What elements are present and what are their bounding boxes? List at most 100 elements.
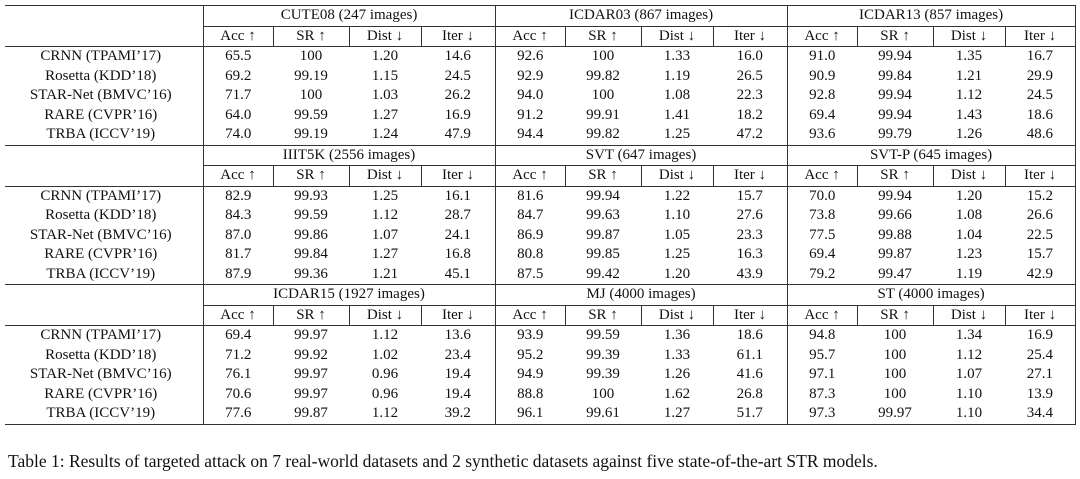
table-cell: 99.94	[878, 48, 912, 65]
table-cell: 1.21	[955, 67, 983, 84]
model-name: STAR-Net (BMVC’16)	[29, 366, 172, 383]
table-cell: 1.12	[955, 346, 983, 363]
metric-header: SR ↑	[564, 26, 642, 47]
model-name: CRNN (TPAMI’17)	[40, 327, 162, 344]
table-cell: 45.1	[421, 264, 496, 285]
table-cell: 1.19	[663, 67, 691, 84]
metric-header: Iter ↓	[420, 305, 496, 326]
metric-header: Acc ↑	[786, 26, 858, 47]
table-cell: 1.10	[933, 404, 1006, 425]
model-name: CRNN (TPAMI’17)	[40, 48, 162, 65]
table-cell: 99.79	[857, 125, 934, 146]
metric-header: Acc ↑	[202, 165, 273, 187]
table-row: Rosetta (KDD’18) 69.2 99.19 1.15 24.5 92.9 99.…	[5, 66, 1076, 86]
table-cell: 69.4	[786, 245, 858, 265]
model-name: RARE (CVPR’16)	[44, 106, 158, 123]
metric-header: SR ↑	[856, 165, 934, 187]
dataset-header: MJ (4000 images)	[494, 284, 788, 306]
table-cell: 99.39	[586, 346, 620, 363]
table-cell: 76.1	[202, 365, 273, 385]
table-cell: 1.07	[371, 226, 399, 243]
table-cell: 100	[591, 385, 615, 402]
table-cell: 71.2	[202, 345, 273, 365]
table-cell: 94.9	[494, 365, 566, 385]
table-cell: 1.12	[349, 404, 421, 425]
table-cell: 1.43	[955, 106, 983, 123]
table-cell: 100	[883, 327, 907, 344]
table-cell: 16.3	[736, 246, 763, 263]
table-cell: 19.4	[444, 385, 471, 402]
table-cell: 43.9	[713, 264, 788, 285]
metric-header: Iter ↓	[712, 305, 788, 326]
table-cell: 99.87	[586, 226, 620, 243]
metric-header: SR ↑	[564, 165, 642, 187]
metric-header: Dist ↓	[932, 305, 1006, 326]
table-cell: 99.94	[878, 106, 912, 123]
table-cell: 24.1	[444, 226, 471, 243]
table-row: CRNN (TPAMI’17) 65.5 100 1.20 14.6 92.6 100 1.3…	[5, 46, 1076, 67]
table-cell: 65.5	[202, 46, 273, 67]
table-cell: 1.12	[371, 327, 399, 344]
metric-header: SR ↑	[272, 165, 349, 187]
table-cell: 92.6	[494, 46, 566, 67]
metric-header: SR ↑	[564, 305, 642, 326]
table-cell: 100	[299, 87, 323, 104]
table-cell: 27.6	[736, 207, 763, 224]
table-row: TRBA (ICCV’19) 87.9 99.36 1.21 45.1 87.5 99.42…	[5, 264, 1076, 285]
table-cell: 47.9	[421, 125, 496, 146]
table-cell: 13.6	[444, 327, 471, 344]
table-cell: 1.04	[955, 226, 983, 243]
dataset-header: ST (4000 images)	[786, 284, 1076, 306]
table-cell: 99.94	[586, 187, 620, 204]
table-cell: 16.9	[444, 106, 471, 123]
section-header-row: IIIT5K (2556 images) SVT (647 images) SVT-…	[5, 144, 1076, 187]
model-name: TRBA (ICCV’19)	[5, 125, 203, 146]
metric-header: Iter ↓	[420, 165, 496, 187]
table-cell: 25.4	[1005, 345, 1076, 365]
table-cell: 99.84	[294, 246, 328, 263]
table-caption: Table 1: Results of targeted attack on 7…	[8, 451, 878, 471]
table-cell: 99.61	[565, 404, 642, 425]
table-cell: 1.03	[371, 87, 399, 104]
metric-header: Iter ↓	[712, 26, 788, 47]
table-cell: 92.9	[494, 66, 566, 86]
table-cell: 99.87	[273, 404, 349, 425]
metric-header-row: Acc ↑ SR ↑ Dist ↓ Iter ↓ Acc ↑ SR ↑ Dist ↓ Iter…	[5, 165, 1076, 187]
table-cell: 1.20	[371, 48, 399, 65]
table-cell: 26.2	[444, 87, 471, 104]
table-cell: 99.97	[294, 385, 328, 402]
table-cell: 1.41	[663, 106, 691, 123]
table-cell: 27.1	[1005, 365, 1076, 385]
table-cell: 99.19	[273, 125, 349, 146]
metric-header: Iter ↓	[1004, 305, 1076, 326]
table-cell: 87.5	[494, 264, 566, 285]
table-cell: 100	[883, 346, 907, 363]
table-cell: 97.3	[786, 404, 858, 425]
table-cell: 1.20	[641, 264, 714, 285]
table-cell: 99.85	[586, 246, 620, 263]
table-cell: 71.7	[202, 86, 273, 106]
table-cell: 22.3	[736, 87, 763, 104]
table-cell: 28.7	[444, 207, 471, 224]
table-cell: 1.35	[955, 48, 983, 65]
table-row: RARE (CVPR’16) 81.7 99.84 1.27 16.8 80.8 99.85…	[5, 245, 1076, 265]
table-row: TRBA (ICCV’19) 77.6 99.87 1.12 39.2 96.1 99.61…	[5, 404, 1076, 425]
metric-header: Dist ↓	[932, 165, 1006, 187]
table-cell: 99.84	[878, 67, 912, 84]
model-header-cell	[5, 5, 203, 47]
model-name: CRNN (TPAMI’17)	[40, 187, 162, 204]
table-cell: 99.94	[878, 87, 912, 104]
dataset-header: CUTE08 (247 images)	[202, 5, 496, 27]
table-cell: 1.27	[641, 404, 714, 425]
metric-header: Dist ↓	[640, 305, 714, 326]
metric-header: Dist ↓	[640, 26, 714, 47]
dataset-header: ICDAR15 (1927 images)	[202, 284, 496, 306]
model-name: TRBA (ICCV’19)	[5, 404, 203, 425]
table-cell: 26.6	[1005, 206, 1076, 226]
table-cell: 70.0	[786, 186, 858, 206]
table-cell: 99.66	[878, 207, 912, 224]
table-cell: 74.0	[202, 125, 273, 146]
table-cell: 100	[591, 48, 615, 65]
table-cell: 1.10	[955, 385, 983, 402]
model-name: STAR-Net (BMVC’16)	[29, 226, 172, 243]
